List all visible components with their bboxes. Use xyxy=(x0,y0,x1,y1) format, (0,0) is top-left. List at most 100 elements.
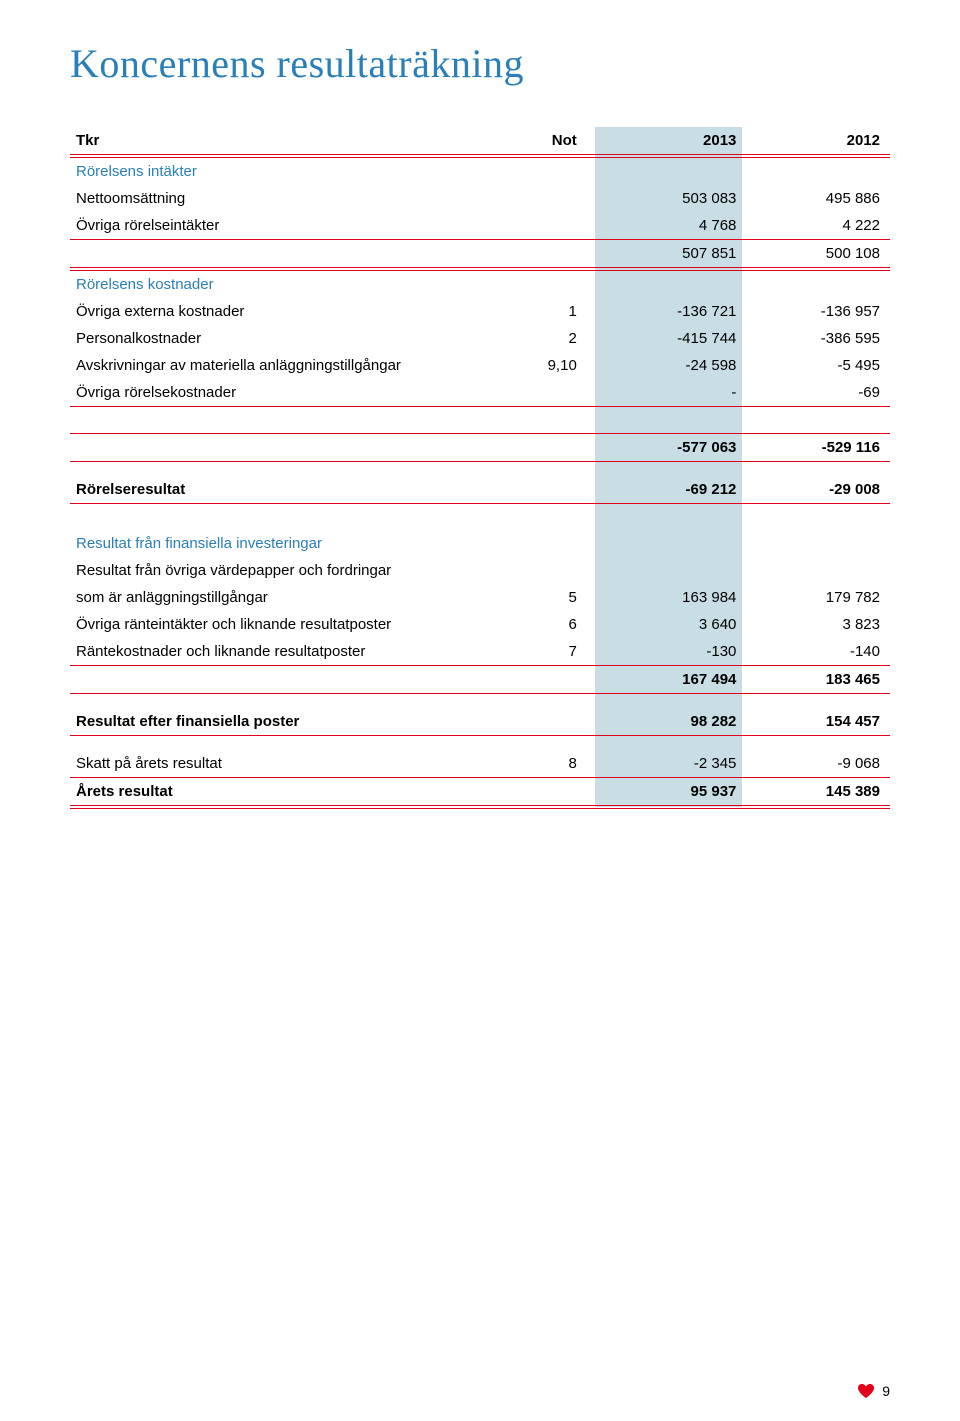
row-value-2013: 503 083 xyxy=(595,185,743,212)
row-not: 9,10 xyxy=(521,352,595,379)
income-statement-table: TkrNot20132012Rörelsens intäkterNettooms… xyxy=(70,127,890,809)
row-label: Rörelseresultat xyxy=(70,476,521,504)
row-value-2013: -2 345 xyxy=(595,750,743,778)
row-not xyxy=(521,240,595,270)
row-value-2012: -140 xyxy=(742,638,890,666)
spacer-row xyxy=(70,694,890,709)
row-value-2013: 4 768 xyxy=(595,212,743,240)
row-label: Övriga externa kostnader xyxy=(70,298,521,325)
row-value-2012: -9 068 xyxy=(742,750,890,778)
table-row: Övriga externa kostnader1-136 721-136 95… xyxy=(70,298,890,325)
table-row: Resultat från övriga värdepapper och for… xyxy=(70,557,890,584)
table-row: Årets resultat 95 937145 389 xyxy=(70,778,890,808)
header-label: Tkr xyxy=(70,127,521,156)
row-value-2013: 95 937 xyxy=(595,778,743,808)
table-row: Övriga rörelsekostnader --69 xyxy=(70,379,890,407)
table-header-row: TkrNot20132012 xyxy=(70,127,890,156)
table-row: 167 494183 465 xyxy=(70,666,890,694)
row-value-2012: 145 389 xyxy=(742,778,890,808)
row-value-2012: -529 116 xyxy=(742,434,890,462)
row-label: Övriga rörelsekostnader xyxy=(70,379,521,407)
row-not xyxy=(521,379,595,407)
row-not: 6 xyxy=(521,611,595,638)
row-value-2012: 179 782 xyxy=(742,584,890,611)
table-row: Övriga ränteintäkter och liknande result… xyxy=(70,611,890,638)
row-not xyxy=(521,708,595,736)
row-not xyxy=(521,185,595,212)
row-not xyxy=(521,434,595,462)
table-row: Övriga rörelseintäkter 4 7684 222 xyxy=(70,212,890,240)
row-not: 8 xyxy=(521,750,595,778)
row-label xyxy=(70,434,521,462)
row-label: Nettoomsättning xyxy=(70,185,521,212)
table-row: Nettoomsättning 503 083495 886 xyxy=(70,185,890,212)
row-value-2012: -386 595 xyxy=(742,325,890,352)
page-number: 9 xyxy=(882,1383,890,1399)
row-value-2012: 154 457 xyxy=(742,708,890,736)
row-not xyxy=(521,212,595,240)
row-value-2013: -69 212 xyxy=(595,476,743,504)
row-label: Resultat från övriga värdepapper och for… xyxy=(70,557,521,584)
table-row: Personalkostnader2-415 744-386 595 xyxy=(70,325,890,352)
row-label: Resultat efter finansiella poster xyxy=(70,708,521,736)
heart-icon xyxy=(858,1384,874,1398)
row-value-2013: - xyxy=(595,379,743,407)
row-label xyxy=(70,240,521,270)
row-value-2012: -5 495 xyxy=(742,352,890,379)
row-value-2012: 495 886 xyxy=(742,185,890,212)
row-value-2013: -24 598 xyxy=(595,352,743,379)
row-value-2012: 4 222 xyxy=(742,212,890,240)
section-row: Rörelsens intäkter xyxy=(70,156,890,185)
row-label: Övriga rörelseintäkter xyxy=(70,212,521,240)
table-row: Resultat efter finansiella poster 98 2821… xyxy=(70,708,890,736)
spacer-row xyxy=(70,504,890,531)
row-not xyxy=(521,557,595,584)
row-value-2013: -577 063 xyxy=(595,434,743,462)
table-row: -577 063-529 116 xyxy=(70,434,890,462)
section-label: Rörelsens kostnader xyxy=(70,269,521,298)
row-label: Skatt på årets resultat xyxy=(70,750,521,778)
row-not xyxy=(521,778,595,808)
page-footer: 9 xyxy=(858,1383,890,1399)
row-label: Räntekostnader och liknande resultatpost… xyxy=(70,638,521,666)
table-row: Räntekostnader och liknande resultatpost… xyxy=(70,638,890,666)
row-value-2013: 98 282 xyxy=(595,708,743,736)
row-value-2012: -136 957 xyxy=(742,298,890,325)
row-label: Årets resultat xyxy=(70,778,521,808)
row-value-2012: 183 465 xyxy=(742,666,890,694)
spacer-row xyxy=(70,462,890,477)
row-not: 5 xyxy=(521,584,595,611)
section-row: Rörelsens kostnader xyxy=(70,269,890,298)
row-label: Avskrivningar av materiella anläggningst… xyxy=(70,352,521,379)
section-label: Rörelsens intäkter xyxy=(70,156,521,185)
row-label: som är anläggningstillgångar xyxy=(70,584,521,611)
header-col-2013: 2013 xyxy=(595,127,743,156)
row-not: 1 xyxy=(521,298,595,325)
row-value-2013: 163 984 xyxy=(595,584,743,611)
row-value-2013: -415 744 xyxy=(595,325,743,352)
row-value-2013: -130 xyxy=(595,638,743,666)
spacer-row xyxy=(70,407,890,434)
page-title: Koncernens resultaträkning xyxy=(70,40,890,87)
row-label xyxy=(70,666,521,694)
row-value-2012: -29 008 xyxy=(742,476,890,504)
row-value-2012: -69 xyxy=(742,379,890,407)
header-not: Not xyxy=(521,127,595,156)
row-not xyxy=(521,666,595,694)
row-value-2013 xyxy=(595,557,743,584)
row-value-2012: 3 823 xyxy=(742,611,890,638)
row-not xyxy=(521,476,595,504)
table-row: Skatt på årets resultat8-2 345-9 068 xyxy=(70,750,890,778)
row-value-2012: 500 108 xyxy=(742,240,890,270)
row-label: Övriga ränteintäkter och liknande result… xyxy=(70,611,521,638)
table-row: Rörelseresultat -69 212-29 008 xyxy=(70,476,890,504)
table-row: som är anläggningstillgångar5163 984179 … xyxy=(70,584,890,611)
section-label: Resultat från finansiella investeringar xyxy=(70,530,521,557)
row-value-2013: -136 721 xyxy=(595,298,743,325)
row-value-2013: 3 640 xyxy=(595,611,743,638)
row-not: 7 xyxy=(521,638,595,666)
row-value-2012 xyxy=(742,557,890,584)
row-label: Personalkostnader xyxy=(70,325,521,352)
section-row: Resultat från finansiella investeringar xyxy=(70,530,890,557)
row-value-2013: 507 851 xyxy=(595,240,743,270)
